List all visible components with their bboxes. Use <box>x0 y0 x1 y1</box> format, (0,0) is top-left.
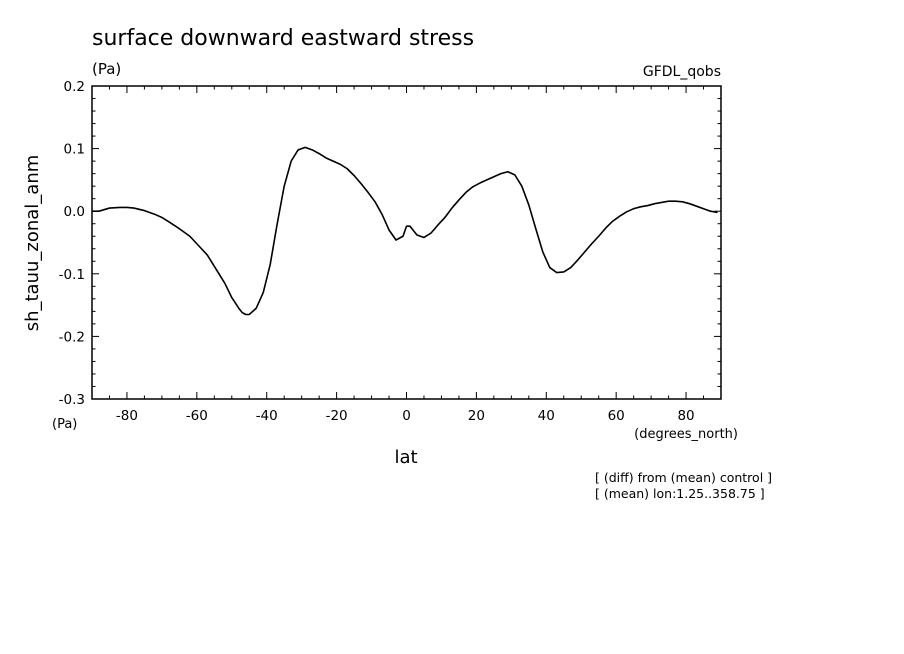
y-tick-label: 0.1 <box>64 142 85 158</box>
y-axis-label: sh_tauu_zonal_anm <box>22 155 43 332</box>
x-tick-label: 80 <box>677 408 694 424</box>
x-tick-label: 20 <box>468 408 485 424</box>
x-tick-label: -20 <box>326 408 348 424</box>
footnote-diff: [ (diff) from (mean) control ] <box>595 470 772 485</box>
y-tick-label: 0.2 <box>64 79 85 95</box>
series-line <box>92 146 718 316</box>
x-tick-label: 0 <box>402 408 411 424</box>
x-tick-label: 60 <box>608 408 625 424</box>
y-tick-label: -0.3 <box>59 392 85 408</box>
y-tick-label: -0.2 <box>59 329 85 345</box>
x-units-label: (degrees_north) <box>634 427 738 442</box>
units-label: (Pa) <box>92 60 121 78</box>
plot-frame <box>91 85 722 400</box>
x-tick-labels: -80 -60 -40 -20 0 20 40 60 80 <box>116 408 695 424</box>
y-tick-label: -0.1 <box>59 267 85 283</box>
x-tick-label: -80 <box>116 408 138 424</box>
x-tick-label: -60 <box>186 408 208 424</box>
y-tick-label: 0.0 <box>64 204 85 220</box>
axis-ticks <box>91 85 722 400</box>
model-label: GFDL_qobs <box>643 64 721 80</box>
y-units-label: (Pa) <box>52 417 77 432</box>
footnote-mean: [ (mean) lon:1.25..358.75 ] <box>595 486 765 501</box>
chart-title: surface downward eastward stress <box>92 26 474 51</box>
x-tick-label: 40 <box>538 408 555 424</box>
y-tick-labels: -0.3 -0.2 -0.1 0.0 0.1 0.2 <box>59 79 85 408</box>
x-axis-label: lat <box>394 447 417 468</box>
x-tick-label: -40 <box>256 408 278 424</box>
